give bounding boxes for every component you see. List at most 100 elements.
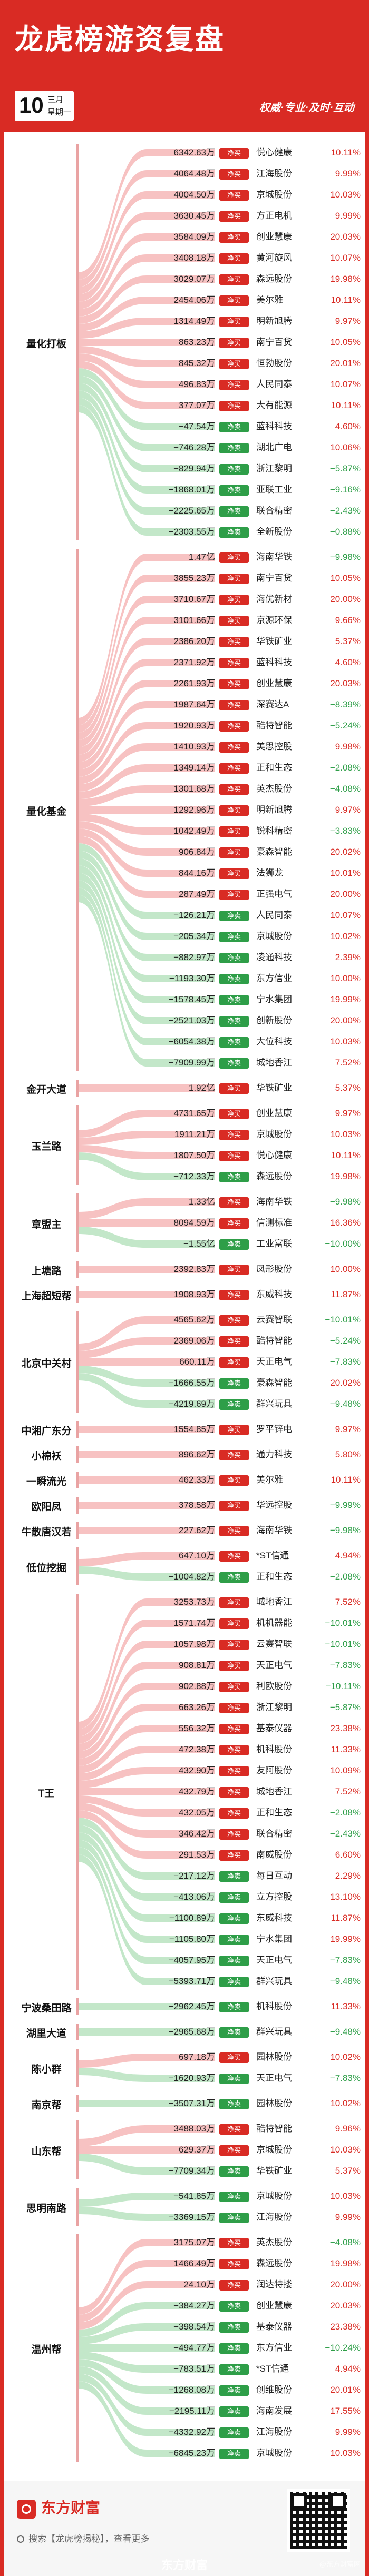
trade-row[interactable]: −1868.01万 净卖 亚联工业 −9.16% bbox=[4, 479, 365, 500]
trade-row[interactable]: 663.26万 净买 浙江黎明 −5.87% bbox=[4, 1697, 365, 1718]
trade-row[interactable]: 2454.06万 净买 美尔雅 10.11% bbox=[4, 290, 365, 311]
stock-name[interactable]: 城地香江 bbox=[256, 1058, 292, 1068]
stock-name[interactable]: 海南华铁 bbox=[256, 552, 292, 562]
stock-name[interactable]: 基泰仪器 bbox=[256, 1723, 292, 1733]
stock-name[interactable]: 海南华铁 bbox=[256, 1525, 292, 1535]
stock-name[interactable]: 润达特搂 bbox=[256, 2279, 292, 2289]
trade-row[interactable]: −2225.65万 净卖 联合精密 −2.43% bbox=[4, 500, 365, 521]
trade-row[interactable]: −2965.68万 净卖 群兴玩具 −9.48% bbox=[4, 2021, 365, 2042]
trader-group-label[interactable]: 小棉袄 bbox=[31, 1451, 62, 1462]
trader-group-label[interactable]: 山东帮 bbox=[31, 2146, 62, 2157]
stock-name[interactable]: 人民同泰 bbox=[256, 910, 292, 920]
stock-name[interactable]: 悦心健康 bbox=[256, 147, 292, 157]
stock-name[interactable]: 东方信业 bbox=[256, 2343, 292, 2353]
trade-row[interactable]: 3175.07万 净买 英杰股份 −4.08% bbox=[4, 2232, 365, 2253]
trade-row[interactable]: −126.21万 净卖 人民同泰 10.07% bbox=[4, 905, 365, 926]
stock-name[interactable]: 天正电气 bbox=[256, 1955, 292, 1965]
stock-name[interactable]: 机科股份 bbox=[256, 1744, 292, 1754]
stock-name[interactable]: 创业慧康 bbox=[256, 2301, 292, 2311]
stock-name[interactable]: 明新旭腾 bbox=[256, 805, 292, 815]
trade-row[interactable]: −47.54万 净卖 蓝科科技 4.60% bbox=[4, 416, 365, 437]
stock-name[interactable]: 锐科精密 bbox=[256, 826, 292, 836]
trade-row[interactable]: −829.94万 净卖 浙江黎明 −5.87% bbox=[4, 458, 365, 479]
stock-name[interactable]: 通力科技 bbox=[256, 1449, 292, 1459]
stock-name[interactable]: *ST信通 bbox=[256, 2364, 289, 2374]
stock-name[interactable]: 方正电机 bbox=[256, 211, 292, 221]
stock-name[interactable]: 酷特智能 bbox=[256, 2124, 292, 2134]
stock-name[interactable]: 海优新材 bbox=[256, 594, 292, 604]
trade-row[interactable]: −3507.31万 净卖 园林股份 10.02% bbox=[4, 2093, 365, 2114]
trade-row[interactable]: 3488.03万 净买 酷特智能 9.96% bbox=[4, 2118, 365, 2139]
stock-name[interactable]: 豪森智能 bbox=[256, 1378, 292, 1388]
trade-row[interactable]: −1.55亿 净卖 工业富联 −10.00% bbox=[4, 1233, 365, 1255]
trade-row[interactable]: 902.88万 净买 利欧股份 −10.11% bbox=[4, 1676, 365, 1697]
stock-name[interactable]: 亚联工业 bbox=[256, 485, 292, 495]
stock-name[interactable]: 江海股份 bbox=[256, 2427, 292, 2437]
stock-name[interactable]: 海南发展 bbox=[256, 2406, 292, 2416]
trader-group-label[interactable]: 温州帮 bbox=[31, 2344, 62, 2355]
trade-row[interactable]: 4565.62万 净买 云赛智联 −10.01% bbox=[4, 1309, 365, 1330]
trade-row[interactable]: 8094.59万 净买 信测标准 16.36% bbox=[4, 1212, 365, 1233]
stock-name[interactable]: 华铁矿业 bbox=[256, 636, 292, 646]
trade-row[interactable]: −783.51万 净卖 *ST信通 4.94% bbox=[4, 2358, 365, 2380]
stock-name[interactable]: 蓝科科技 bbox=[256, 657, 292, 667]
stock-name[interactable]: 正强电气 bbox=[256, 889, 292, 899]
trade-row[interactable]: 346.42万 净买 联合精密 −2.43% bbox=[4, 1823, 365, 1844]
stock-name[interactable]: 群兴玩具 bbox=[256, 2027, 292, 2037]
stock-name[interactable]: 立方控股 bbox=[256, 1892, 292, 1902]
trade-row[interactable]: 3710.67万 净买 海优新材 20.00% bbox=[4, 589, 365, 610]
trade-row[interactable]: 1314.49万 净买 明新旭腾 9.97% bbox=[4, 311, 365, 332]
trade-row[interactable]: −2303.55万 净卖 全新股份 −0.88% bbox=[4, 521, 365, 542]
stock-name[interactable]: 机科股份 bbox=[256, 2001, 292, 2011]
stock-name[interactable]: 创业慧康 bbox=[256, 1108, 292, 1118]
trade-row[interactable]: 432.90万 净买 友阿股份 10.09% bbox=[4, 1760, 365, 1781]
stock-name[interactable]: 宁水集团 bbox=[256, 994, 292, 1004]
trader-group-label[interactable]: 牛散唐汉若 bbox=[21, 1527, 72, 1538]
trade-row[interactable]: −4057.95万 净卖 天正电气 −7.83% bbox=[4, 1950, 365, 1971]
stock-name[interactable]: 创新股份 bbox=[256, 1015, 292, 1025]
trader-group-label[interactable]: 量化基金 bbox=[26, 806, 66, 817]
stock-name[interactable]: 南宁百货 bbox=[256, 573, 292, 583]
trade-row[interactable]: 462.33万 净买 美尔雅 10.11% bbox=[4, 1469, 365, 1491]
trade-row[interactable]: 3584.09万 净买 创业慧康 20.03% bbox=[4, 226, 365, 248]
trader-group-label[interactable]: 陈小群 bbox=[31, 2064, 62, 2075]
trade-row[interactable]: 1.47亿 净买 海南华铁 −9.98% bbox=[4, 547, 365, 568]
trade-row[interactable]: 3101.66万 净买 京源环保 9.66% bbox=[4, 610, 365, 631]
stock-name[interactable]: 正和生态 bbox=[256, 1808, 292, 1818]
stock-name[interactable]: 江海股份 bbox=[256, 2212, 292, 2222]
trader-group-label[interactable]: 思明南路 bbox=[26, 2203, 66, 2214]
trade-row[interactable]: 629.37万 净买 京城股份 10.03% bbox=[4, 2139, 365, 2160]
stock-name[interactable]: *ST信通 bbox=[256, 1551, 289, 1561]
trade-row[interactable]: −494.77万 净卖 东方信业 −10.24% bbox=[4, 2337, 365, 2358]
stock-name[interactable]: 每日互动 bbox=[256, 1871, 292, 1881]
trade-row[interactable]: −5393.71万 净卖 群兴玩具 −9.48% bbox=[4, 1971, 365, 1992]
stock-name[interactable]: 大位科技 bbox=[256, 1037, 292, 1047]
trade-row[interactable]: −1578.45万 净卖 宁水集团 19.99% bbox=[4, 989, 365, 1010]
stock-name[interactable]: 美尔雅 bbox=[256, 295, 283, 305]
stock-name[interactable]: 江海股份 bbox=[256, 169, 292, 179]
stock-name[interactable]: 创业慧康 bbox=[256, 678, 292, 688]
trade-row[interactable]: 1571.74万 净买 机机器能 −10.01% bbox=[4, 1613, 365, 1634]
stock-name[interactable]: 天正电气 bbox=[256, 1357, 292, 1367]
trader-group-label[interactable]: 湖里大道 bbox=[26, 2028, 66, 2039]
trade-row[interactable]: 6342.63万 净买 悦心健康 10.11% bbox=[4, 142, 365, 163]
trade-row[interactable]: 908.81万 净买 天正电气 −7.83% bbox=[4, 1655, 365, 1676]
trade-row[interactable]: 906.84万 净买 豪森智能 20.02% bbox=[4, 842, 365, 863]
trader-group-label[interactable]: 上塘路 bbox=[31, 1266, 62, 1277]
trade-row[interactable]: 1042.49万 净买 锐科精密 −3.83% bbox=[4, 821, 365, 842]
trade-row[interactable]: 896.62万 净买 通力科技 5.80% bbox=[4, 1444, 365, 1465]
trade-row[interactable]: 1908.93万 净买 东威科技 11.87% bbox=[4, 1284, 365, 1305]
stock-name[interactable]: 创业慧康 bbox=[256, 232, 292, 242]
stock-name[interactable]: 美尔雅 bbox=[256, 1475, 283, 1485]
trader-group-label[interactable]: 宁波桑田路 bbox=[21, 2003, 72, 2014]
trade-row[interactable]: 4731.65万 净买 创业慧康 9.97% bbox=[4, 1103, 365, 1124]
stock-name[interactable]: 信测标准 bbox=[256, 1218, 292, 1228]
trade-row[interactable]: 1807.50万 净买 悦心健康 10.11% bbox=[4, 1145, 365, 1166]
stock-name[interactable]: 豪森智能 bbox=[256, 847, 292, 857]
trade-row[interactable]: −4219.69万 净卖 群兴玩具 −9.48% bbox=[4, 1394, 365, 1415]
stock-name[interactable]: 京城股份 bbox=[256, 931, 292, 941]
trade-row[interactable]: −205.34万 净卖 京城股份 10.02% bbox=[4, 926, 365, 947]
stock-name[interactable]: 工业富联 bbox=[256, 1239, 292, 1249]
trade-row[interactable]: 647.10万 净买 *ST信通 4.94% bbox=[4, 1545, 365, 1566]
trade-row[interactable]: 1349.14万 净买 正和生态 −2.08% bbox=[4, 757, 365, 778]
